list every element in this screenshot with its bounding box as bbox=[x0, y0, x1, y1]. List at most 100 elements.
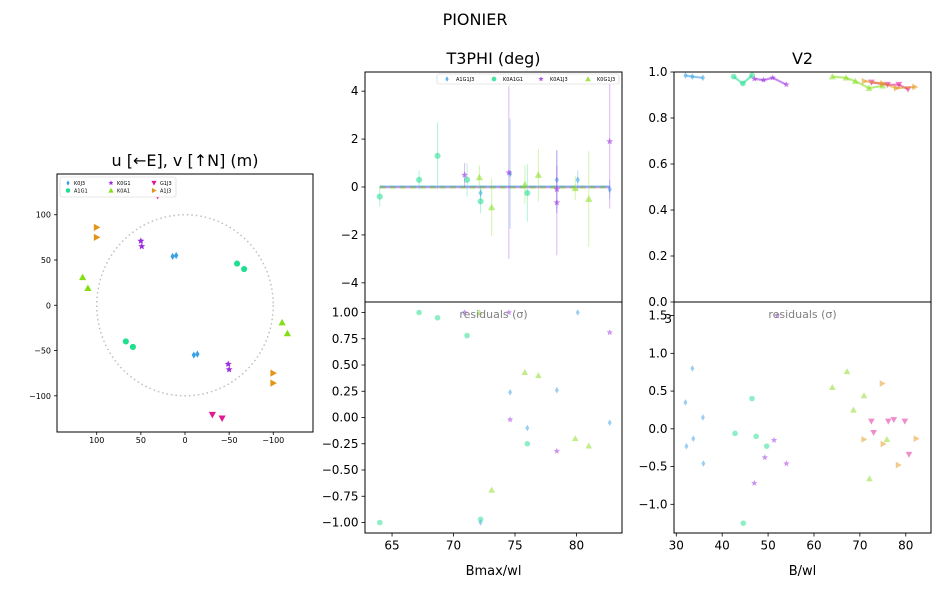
v2-residual-point bbox=[783, 460, 790, 467]
v2-residual-point bbox=[690, 365, 695, 372]
t3phi-residual-point bbox=[585, 442, 593, 449]
t3phi-y-tick-label: 2 bbox=[351, 132, 359, 146]
uv-point bbox=[278, 318, 286, 326]
t3phi-point bbox=[461, 171, 469, 178]
uv-reference-circle bbox=[95, 213, 275, 397]
t3phi-legend-label: K0G1J3 bbox=[597, 77, 615, 83]
uv-legend-label: A1J3 bbox=[160, 189, 171, 195]
v2-residual-point bbox=[770, 436, 778, 443]
uv-x-tick-label: −100 bbox=[262, 436, 284, 445]
uv-point bbox=[208, 411, 216, 419]
t3phi-residuals-y-tick-label: 0.00 bbox=[332, 411, 359, 425]
t3phi-residuals-y-tick-label: 0.25 bbox=[332, 384, 359, 398]
t3phi-residuals-y-tick-label: −1.00 bbox=[322, 516, 359, 530]
uv-x-tick-label: 50 bbox=[136, 436, 146, 445]
t3phi-point bbox=[478, 189, 483, 197]
v2-x-axis-label: B/wl bbox=[789, 564, 817, 579]
uv-point bbox=[191, 351, 196, 359]
t3phi-point bbox=[376, 193, 383, 200]
t3phi-point bbox=[553, 185, 561, 193]
uv-point bbox=[283, 329, 291, 337]
v2-residual-point bbox=[885, 418, 892, 425]
t3phi-residuals-x-tick-label: 65 bbox=[384, 539, 399, 553]
t3phi-legend-label: A1G1J3 bbox=[456, 77, 474, 83]
t3phi-residuals-x-tick-label: 80 bbox=[569, 539, 584, 553]
t3phi-residual-point bbox=[535, 372, 542, 379]
uv-legend-label: K0J3 bbox=[74, 181, 85, 187]
v2-residuals-y-tick-label: −1.0 bbox=[638, 497, 667, 511]
t3phi-y-tick-label: 0 bbox=[351, 180, 359, 194]
v2-point bbox=[828, 73, 836, 80]
t3phi-point bbox=[606, 137, 614, 145]
t3phi-residual-point bbox=[571, 435, 579, 442]
t3phi-residuals-y-tick-label: 0.75 bbox=[332, 332, 359, 346]
v2-point bbox=[865, 84, 873, 91]
v2-residual-point bbox=[866, 475, 873, 482]
v2-residuals-y-tick-label: 0.5 bbox=[648, 384, 667, 398]
t3phi-residual-point bbox=[488, 486, 495, 493]
v2-y-tick-label: 0.0 bbox=[648, 295, 667, 309]
t3phi-residuals-y-tick-label: −0.25 bbox=[322, 437, 359, 451]
uv-point bbox=[93, 223, 101, 232]
t3phi-point bbox=[434, 152, 441, 159]
v2-point bbox=[730, 73, 737, 80]
v2-point bbox=[879, 82, 887, 89]
t3phi-point bbox=[464, 176, 471, 183]
v2-residuals-y-tick-label: 1.5 bbox=[648, 309, 667, 323]
uv-point bbox=[138, 242, 146, 250]
uv-y-tick-label: 50 bbox=[41, 256, 51, 265]
uv-point bbox=[224, 360, 232, 368]
uv-legend-marker bbox=[65, 188, 71, 193]
v2-residual-point bbox=[850, 406, 857, 413]
t3phi-y-tick-label: −4 bbox=[341, 276, 359, 290]
t3phi-panel: 4 2 0 −2 −4 A1G1J3 K0A1G1 K0A1J3 K0G1J3 bbox=[341, 71, 623, 303]
t3phi-point bbox=[553, 198, 561, 206]
t3phi-legend-marker bbox=[445, 76, 449, 82]
v2-y-tick-label: 0.4 bbox=[648, 203, 667, 217]
t3phi-residual-point bbox=[376, 519, 383, 526]
t3phi-y-tick-label: 4 bbox=[351, 84, 359, 98]
t3phi-legend-label: K0A1J3 bbox=[550, 77, 568, 83]
uv-point bbox=[270, 379, 277, 387]
t3phi-residual-point bbox=[506, 416, 514, 423]
v2-residuals-stray-label: 3 bbox=[664, 312, 672, 326]
v2-residual-point bbox=[901, 418, 909, 425]
v2-y-tick-label: 0.2 bbox=[648, 249, 667, 263]
figure-title: PIONIER bbox=[442, 10, 508, 29]
t3phi-residual-point bbox=[478, 519, 483, 526]
t3phi-residual-point bbox=[476, 309, 483, 316]
t3phi-legend-marker bbox=[538, 76, 544, 82]
v2-residual-point bbox=[732, 430, 738, 437]
t3phi-residual-point bbox=[505, 309, 513, 316]
t3phi-point bbox=[554, 176, 559, 184]
uv-legend-label: K0G1 bbox=[117, 181, 131, 187]
t3phi-point bbox=[534, 171, 542, 178]
uv-point bbox=[93, 233, 101, 241]
t3phi-residuals-frame bbox=[364, 301, 623, 534]
v2-residual-point bbox=[829, 384, 836, 390]
v2-point bbox=[760, 76, 767, 83]
t3phi-residuals-label: residuals (σ) bbox=[459, 308, 527, 321]
uv-legend-marker bbox=[151, 187, 157, 194]
t3phi-point bbox=[524, 189, 531, 197]
v2-residuals-y-tick-label: −0.5 bbox=[638, 460, 667, 474]
v2-point bbox=[700, 74, 705, 82]
t3phi-x-axis-label: Bmax/wl bbox=[466, 564, 522, 579]
t3phi-residual-point bbox=[464, 332, 470, 339]
v2-point bbox=[783, 81, 790, 88]
uv-point bbox=[174, 251, 179, 260]
t3phi-residual-point bbox=[575, 309, 580, 316]
uv-y-tick-label: 0 bbox=[46, 301, 51, 310]
t3phi-point bbox=[585, 195, 593, 202]
v2-residual-point bbox=[753, 433, 759, 440]
t3phi-residual-point bbox=[521, 369, 529, 375]
v2-residual-point bbox=[763, 443, 770, 449]
uv-point bbox=[225, 365, 233, 373]
v2-residuals-x-tick-label: 70 bbox=[852, 539, 867, 553]
v2-point bbox=[749, 72, 755, 79]
t3phi-residuals-y-tick-label: −0.50 bbox=[322, 463, 359, 477]
uv-y-tick-label: 100 bbox=[36, 211, 51, 220]
v2-residual-point bbox=[870, 429, 877, 436]
v2-residual-point bbox=[749, 395, 755, 402]
